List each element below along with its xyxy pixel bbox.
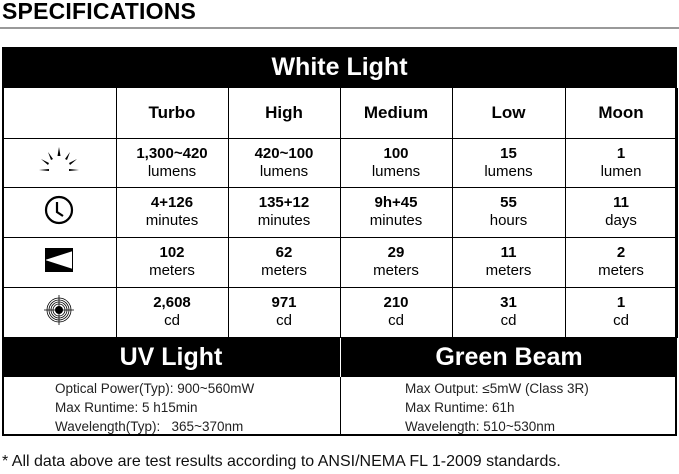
- spec-cell: 9h+45 minutes: [340, 187, 453, 238]
- spec-value: 2: [616, 244, 626, 261]
- spec-unit: lumen: [600, 162, 642, 180]
- green-beam-heading: Green Beam: [341, 337, 677, 377]
- spec-cell: 210 cd: [340, 287, 453, 338]
- spec-value: 31: [500, 294, 517, 311]
- spec-cell: 31 cd: [452, 287, 566, 338]
- mode-header: Moon: [565, 88, 678, 139]
- spec-value: 420~100: [254, 144, 314, 162]
- spec-value: 100: [383, 144, 409, 162]
- white-light-heading: White Light: [2, 47, 677, 88]
- clock-icon: [44, 195, 74, 230]
- spec-cell: 62 meters: [228, 237, 341, 288]
- spec-cell: 135+12 minutes: [228, 187, 341, 238]
- spec-cell: 2 meters: [565, 237, 678, 288]
- spec-unit: lumens: [147, 162, 197, 180]
- spec-unit: cd: [276, 312, 292, 329]
- spec-cell: 102 meters: [116, 237, 229, 288]
- uv-specs: Optical Power(Typ): 900~560mW Max Runtim…: [55, 379, 254, 436]
- spec-cell: 4+126 minutes: [116, 187, 229, 238]
- spec-unit: cd: [500, 312, 517, 329]
- divider: [0, 27, 679, 29]
- row-icon-cell: [2, 287, 117, 338]
- spec-value: 971: [271, 294, 297, 311]
- mode-label: High: [265, 103, 303, 122]
- spec-value: 11: [613, 194, 629, 211]
- spec-cell: 420~100 lumens: [228, 138, 341, 188]
- spec-value: 62: [275, 244, 293, 261]
- spec-unit: minutes: [369, 212, 423, 229]
- spec-cell: 11 days: [565, 187, 678, 238]
- spec-value: 29: [387, 244, 405, 261]
- brightness-icon: [39, 147, 79, 178]
- spec-unit: cd: [164, 312, 180, 329]
- spec-cell: 100 lumens: [340, 138, 453, 188]
- spec-value: 9h+45: [374, 194, 418, 211]
- green-spec-line: Max Output: ≤5mW (Class 3R): [405, 381, 589, 396]
- uv-spec-line: Max Runtime: 5 h15min: [55, 400, 198, 415]
- green-specs: Max Output: ≤5mW (Class 3R) Max Runtime:…: [405, 379, 589, 436]
- mode-label: Moon: [598, 103, 644, 122]
- spec-value: 1,300~420: [136, 144, 208, 162]
- spec-cell: 11 meters: [452, 237, 566, 288]
- spec-cell: 1 cd: [565, 287, 678, 338]
- uv-spec-line: Wavelength(Typ): 365~370nm: [55, 419, 244, 434]
- spec-cell: 971 cd: [228, 287, 341, 338]
- spec-unit: days: [605, 212, 637, 229]
- spec-unit: minutes: [145, 212, 199, 229]
- uv-light-heading: UV Light: [2, 337, 340, 377]
- spec-cell: 2,608 cd: [116, 287, 229, 338]
- spec-value: 55: [500, 194, 517, 211]
- uv-spec-line: Optical Power(Typ): 900~560mW: [55, 381, 255, 396]
- green-spec-line: Max Runtime: 61h: [405, 400, 515, 415]
- spec-cell: 55 hours: [452, 187, 566, 238]
- spec-unit: meters: [485, 262, 532, 279]
- spec-cell: 29 meters: [340, 237, 453, 288]
- spec-value: 135+12: [258, 194, 310, 211]
- spec-value: 2,608: [153, 294, 191, 311]
- spec-value: 11: [500, 244, 517, 261]
- spec-cell: 1,300~420 lumens: [116, 138, 229, 188]
- divider: [340, 377, 341, 436]
- row-icon-cell: [2, 187, 117, 238]
- green-spec-line: Wavelength: 510~530nm: [405, 419, 555, 434]
- spec-cell: 1 lumen: [565, 138, 678, 188]
- spec-unit: meters: [261, 262, 307, 279]
- spec-unit: meters: [149, 262, 195, 279]
- footnote: * All data above are test results accord…: [2, 453, 561, 470]
- mode-label: Turbo: [148, 103, 196, 122]
- mode-label: Medium: [363, 103, 429, 122]
- spec-unit: lumens: [259, 162, 309, 180]
- page-title: SPECIFICATIONS: [2, 0, 197, 24]
- mode-header: High: [228, 88, 341, 139]
- mode-header: Low: [452, 88, 566, 139]
- spec-unit: lumens: [484, 162, 533, 180]
- mode-header: Turbo: [116, 88, 229, 139]
- spec-unit: meters: [373, 262, 419, 279]
- spec-value: 1: [616, 144, 626, 162]
- row-icon-cell: [2, 237, 117, 288]
- row-icon-cell: [2, 138, 117, 188]
- spec-unit: cd: [388, 312, 404, 329]
- spec-value: 15: [500, 144, 517, 162]
- spec-unit: hours: [489, 212, 528, 229]
- spec-unit: lumens: [371, 162, 421, 180]
- spec-value: 210: [383, 294, 409, 311]
- spec-unit: meters: [598, 262, 644, 279]
- spec-value: 102: [159, 244, 185, 261]
- beam-distance-icon: [45, 247, 73, 277]
- spec-value: 1: [616, 294, 626, 311]
- spec-unit: minutes: [257, 212, 311, 229]
- spec-unit: cd: [613, 312, 629, 329]
- spec-cell: 15 lumens: [452, 138, 566, 188]
- mode-header: Medium: [340, 88, 453, 139]
- target-intensity-icon: [44, 294, 74, 330]
- corner-cell: [2, 88, 117, 139]
- mode-label: Low: [491, 103, 526, 122]
- spec-value: 4+126: [150, 194, 194, 211]
